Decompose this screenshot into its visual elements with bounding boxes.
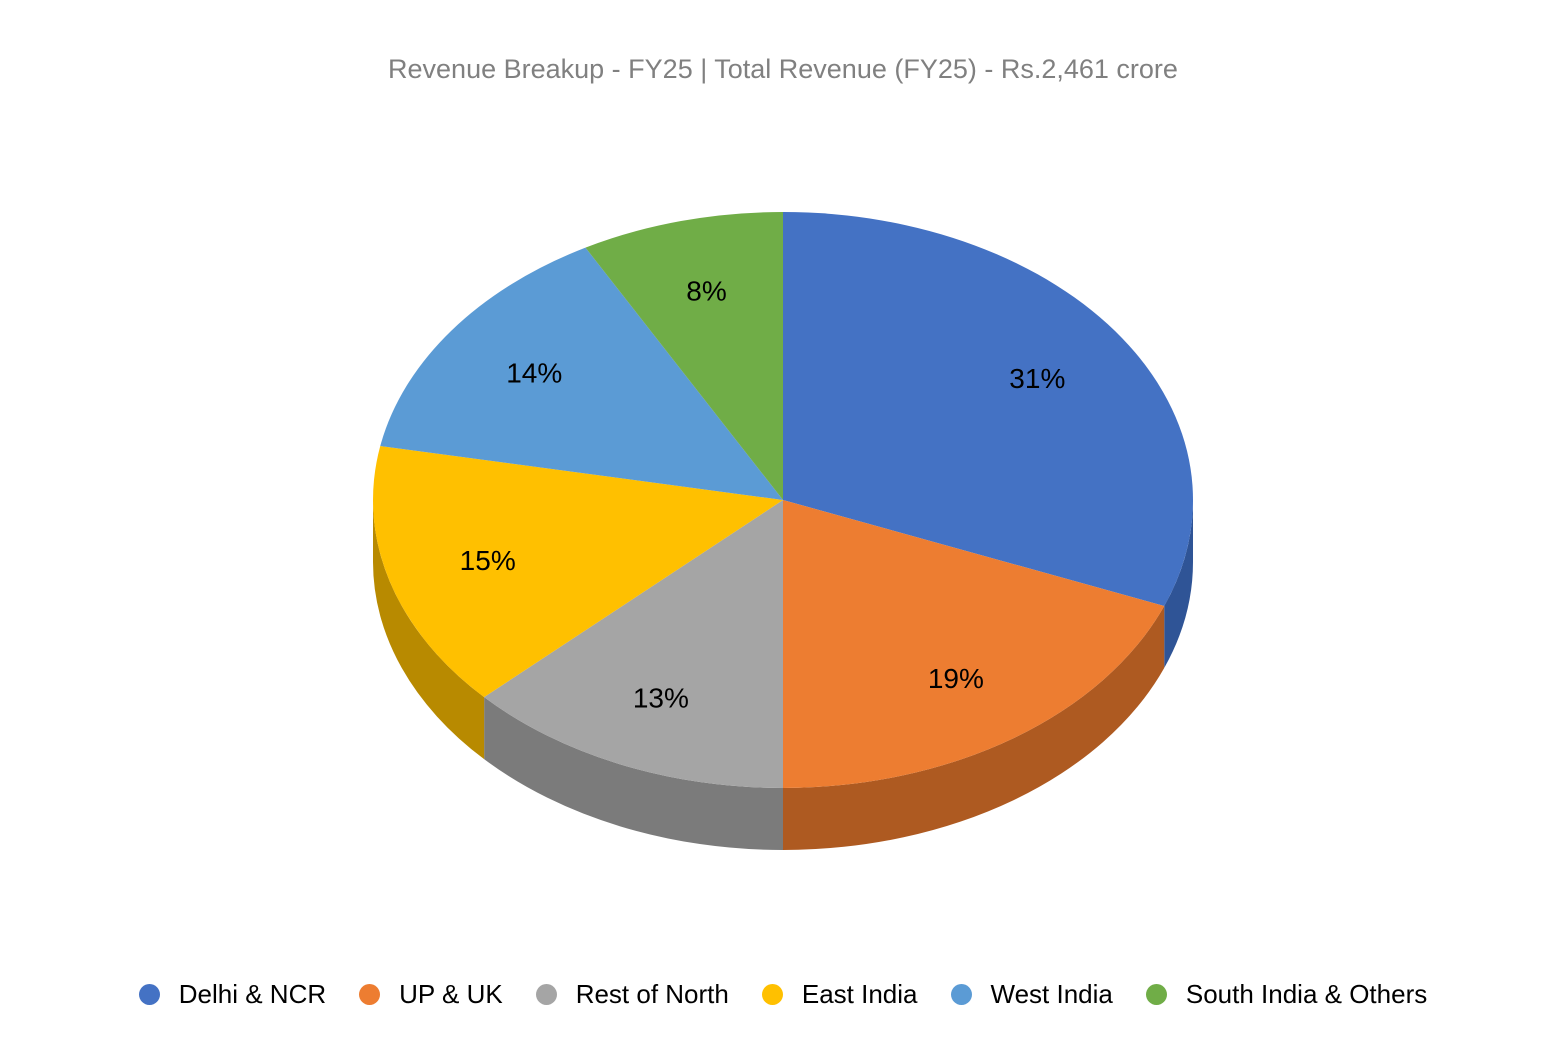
legend-label-rest-of-north: Rest of North	[575, 979, 729, 1009]
pie-slice-up-uk	[783, 500, 1165, 788]
legend-marker-west-india-icon	[950, 984, 972, 1005]
legend-marker-south-india-others-icon	[1145, 984, 1167, 1005]
legend-marker-delhi-ncr-icon	[138, 984, 160, 1005]
pie-slice-rest-of-north	[484, 500, 783, 788]
pie-slice-south-india-others	[585, 212, 783, 500]
legend-item-south-india-others: South India & Others	[1145, 979, 1428, 1010]
legend-item-up-uk: UP & UK	[359, 979, 503, 1010]
data-label-east-india: 15%	[460, 545, 516, 576]
legend-item-rest-of-north: Rest of North	[535, 979, 729, 1010]
legend-item-east-india: East India	[761, 979, 918, 1010]
legend: Delhi & NCR UP & UK Rest of North East Indi…	[0, 979, 1566, 1010]
data-label-rest-of-north: 13%	[633, 683, 689, 714]
chart-title: Revenue Breakup - FY25 | Total Revenue (…	[388, 54, 1178, 84]
legend-label-up-uk: UP & UK	[399, 979, 503, 1009]
legend-label-south-india-others: South India & Others	[1185, 979, 1428, 1009]
legend-marker-up-uk-icon	[359, 984, 381, 1005]
data-label-west-india: 14%	[506, 358, 562, 389]
pie-slice-delhi-ncr	[783, 212, 1193, 607]
data-label-south-india-others: 8%	[686, 275, 726, 306]
pie-side-delhi-ncr	[1164, 500, 1193, 669]
legend-marker-rest-of-north-icon	[535, 984, 557, 1005]
legend-label-west-india: West India	[990, 979, 1113, 1009]
pie-slice-east-india	[373, 446, 783, 698]
pie-side-up-uk	[783, 606, 1165, 851]
legend-label-delhi-ncr: Delhi & NCR	[178, 979, 327, 1009]
data-label-up-uk: 19%	[928, 663, 984, 694]
pie-side-east-india	[373, 500, 485, 760]
legend-item-delhi-ncr: Delhi & NCR	[138, 979, 327, 1010]
legend-marker-east-india-icon	[761, 984, 783, 1005]
legend-item-west-india: West India	[950, 979, 1113, 1010]
pie-slice-west-india	[380, 247, 783, 500]
data-label-delhi-ncr: 31%	[1009, 363, 1065, 394]
pie-side-rest-of-north	[484, 697, 783, 850]
legend-label-east-india: East India	[801, 979, 918, 1009]
